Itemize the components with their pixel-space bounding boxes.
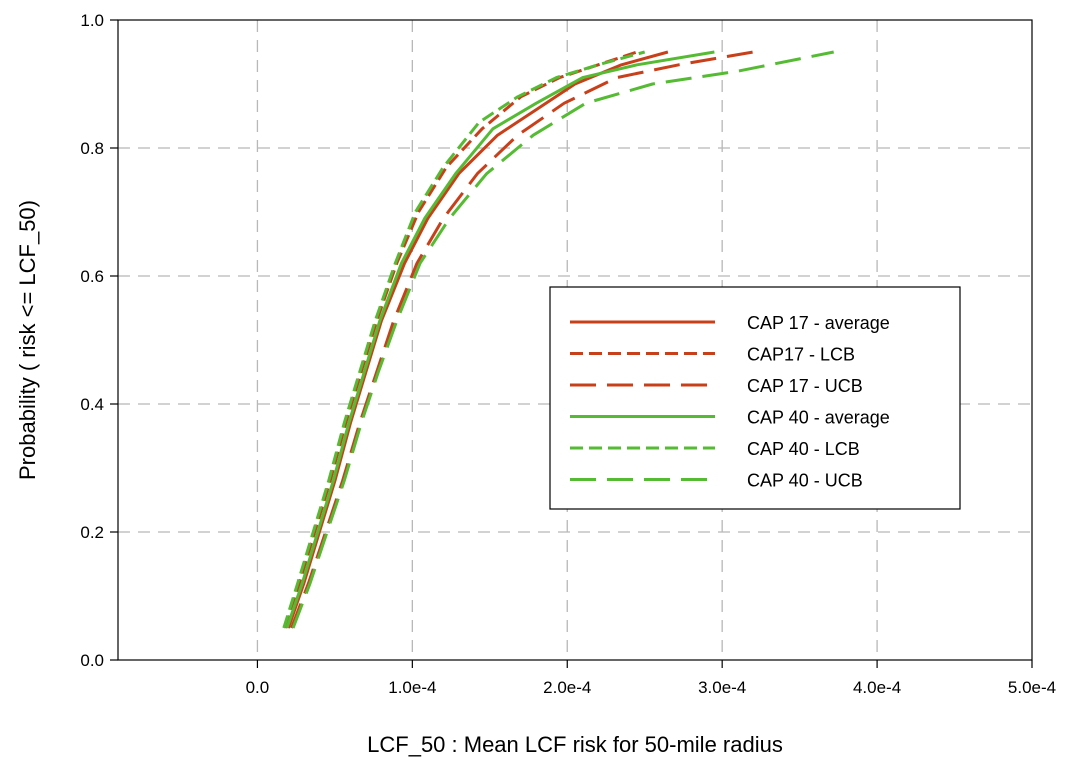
legend: CAP 17 - average CAP17 - LCB CAP 17 - UCB C… [549, 286, 961, 510]
legend-label-3: CAP 17 - UCB [747, 376, 863, 396]
series-line-6 [291, 50, 834, 629]
y-tick-label: 0.2 [80, 523, 104, 542]
x-tick-label: 3.0e-4 [698, 678, 746, 697]
y-tick-label: 0.4 [80, 395, 104, 414]
plot-frame [117, 19, 1033, 661]
series-layer [282, 50, 834, 629]
legend-label-1: CAP 17 - average [747, 313, 890, 333]
x-axis-title: LCF_50 : Mean LCF risk for 50-mile radiu… [367, 732, 783, 757]
series-line-4 [285, 50, 715, 629]
x-tick-label: 1.0e-4 [388, 678, 436, 697]
legend-label-5: CAP 40 - LCB [747, 439, 860, 459]
x-tick-label: 4.0e-4 [853, 678, 901, 697]
x-tick-label: 2.0e-4 [543, 678, 591, 697]
legend-label-6: CAP 40 - UCB [747, 471, 863, 491]
legend-box [549, 286, 961, 510]
legend-label-4: CAP 40 - average [747, 408, 890, 428]
y-tick-label: 0.6 [80, 267, 104, 286]
tick-layer: 0.0 1.0e-4 2.0e-4 3.0e-4 4.0e-4 5.0e-4 0.0 0.2 0… [80, 11, 1056, 697]
legend-label-2: CAP17 - LCB [747, 345, 855, 365]
x-tick-label: 5.0e-4 [1008, 678, 1056, 697]
y-tick-label: 0.8 [80, 139, 104, 158]
series-line-5 [282, 50, 646, 629]
y-tick-label: 0.0 [80, 651, 104, 670]
series-line-1 [286, 50, 669, 629]
y-axis-title: Probability ( risk <= LCF_50) [15, 200, 40, 480]
y-tick-label: 1.0 [80, 11, 104, 30]
x-tick-label: 0.0 [246, 678, 270, 697]
